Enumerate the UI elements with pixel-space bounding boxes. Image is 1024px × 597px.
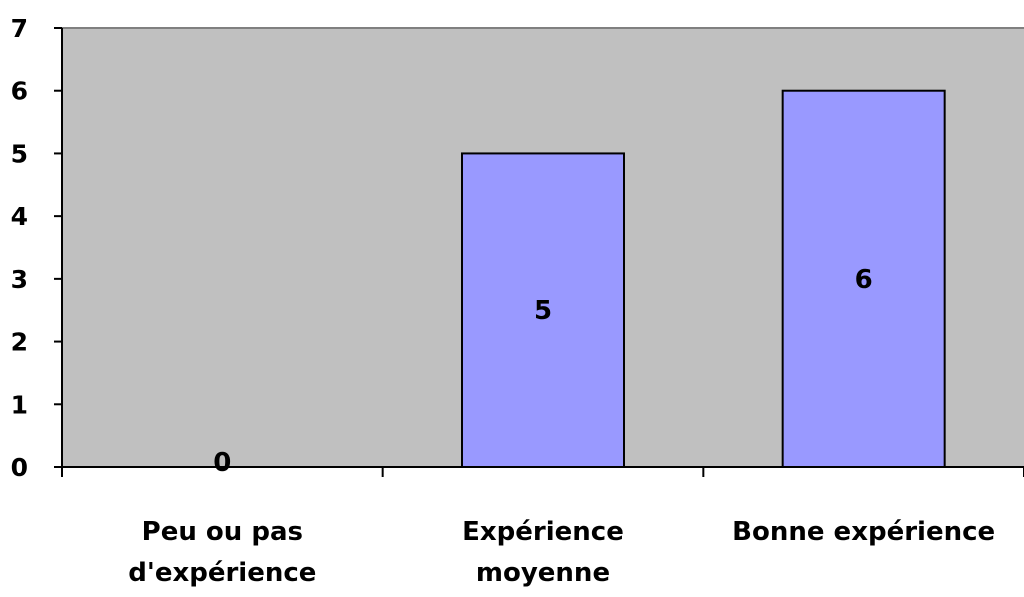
category-labels-group: Peu ou pas d'expérience Expérience moyenne B… — [128, 517, 995, 588]
data-labels-group: 0 5 6 — [213, 265, 872, 478]
y-tick-label: 1 — [11, 390, 28, 419]
category-label: Expérience moyenne — [462, 517, 624, 588]
data-label: 5 — [534, 296, 552, 326]
bar — [461, 152, 625, 469]
y-tick-label: 5 — [11, 139, 28, 168]
y-tick-label: 2 — [11, 328, 28, 357]
y-tick-label: 4 — [11, 202, 28, 231]
y-tick-label: 7 — [11, 14, 28, 43]
category-label-line: Expérience — [462, 517, 624, 547]
data-label: 6 — [855, 265, 873, 295]
category-label-line: Peu ou pas — [142, 517, 303, 547]
category-label-line: Bonne expérience — [732, 517, 995, 547]
data-label: 0 — [213, 448, 231, 478]
y-ticks-group: 0 1 2 3 4 5 6 7 — [11, 14, 62, 482]
x-ticks-group — [61, 467, 1024, 477]
category-label-line: moyenne — [476, 558, 610, 588]
category-label: Bonne expérience — [732, 517, 995, 547]
category-label-line: d'expérience — [128, 558, 316, 588]
y-tick-label: 6 — [11, 77, 28, 106]
y-tick-label: 0 — [11, 453, 28, 482]
y-tick-label: 3 — [11, 265, 28, 294]
category-label: Peu ou pas d'expérience — [128, 517, 316, 588]
